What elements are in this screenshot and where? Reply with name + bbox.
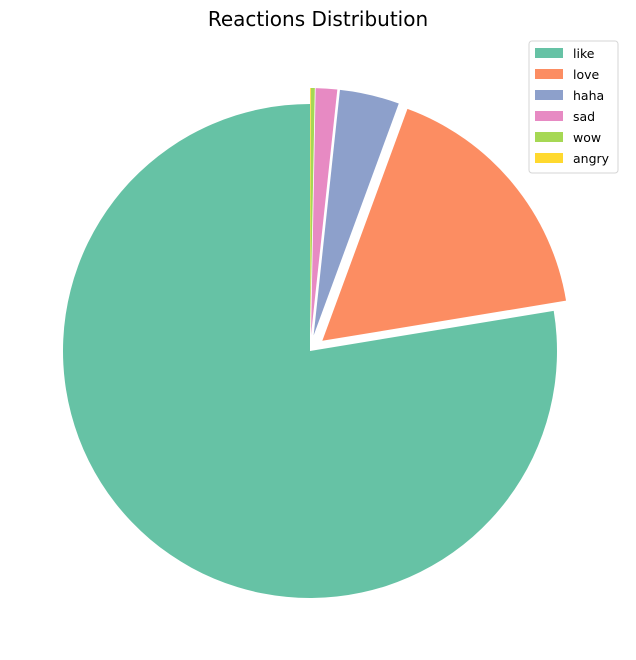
pie-slice-wow bbox=[310, 88, 315, 336]
legend-label-like: like bbox=[573, 46, 595, 61]
legend-swatch-haha bbox=[535, 90, 563, 100]
legend-label-haha: haha bbox=[573, 88, 604, 103]
legend-label-angry: angry bbox=[573, 151, 610, 166]
legend-swatch-wow bbox=[535, 132, 563, 142]
pie-slice-like bbox=[63, 104, 557, 598]
pie-slice-sad bbox=[311, 88, 338, 336]
legend-swatch-angry bbox=[535, 153, 563, 163]
legend-label-wow: wow bbox=[573, 130, 601, 145]
pie-slice-haha bbox=[313, 89, 399, 336]
legend-swatch-sad bbox=[535, 111, 563, 121]
legend: like love haha sad wow angry bbox=[528, 40, 619, 174]
legend-label-love: love bbox=[573, 67, 600, 82]
legend-swatch-love bbox=[535, 69, 563, 79]
legend-label-sad: sad bbox=[573, 109, 595, 124]
pie-slice-angry bbox=[310, 88, 311, 336]
legend-swatch-like bbox=[535, 48, 563, 58]
pie-slice-love bbox=[322, 108, 567, 341]
chart-title: Reactions Distribution bbox=[208, 7, 428, 31]
pie-slices bbox=[63, 88, 567, 598]
